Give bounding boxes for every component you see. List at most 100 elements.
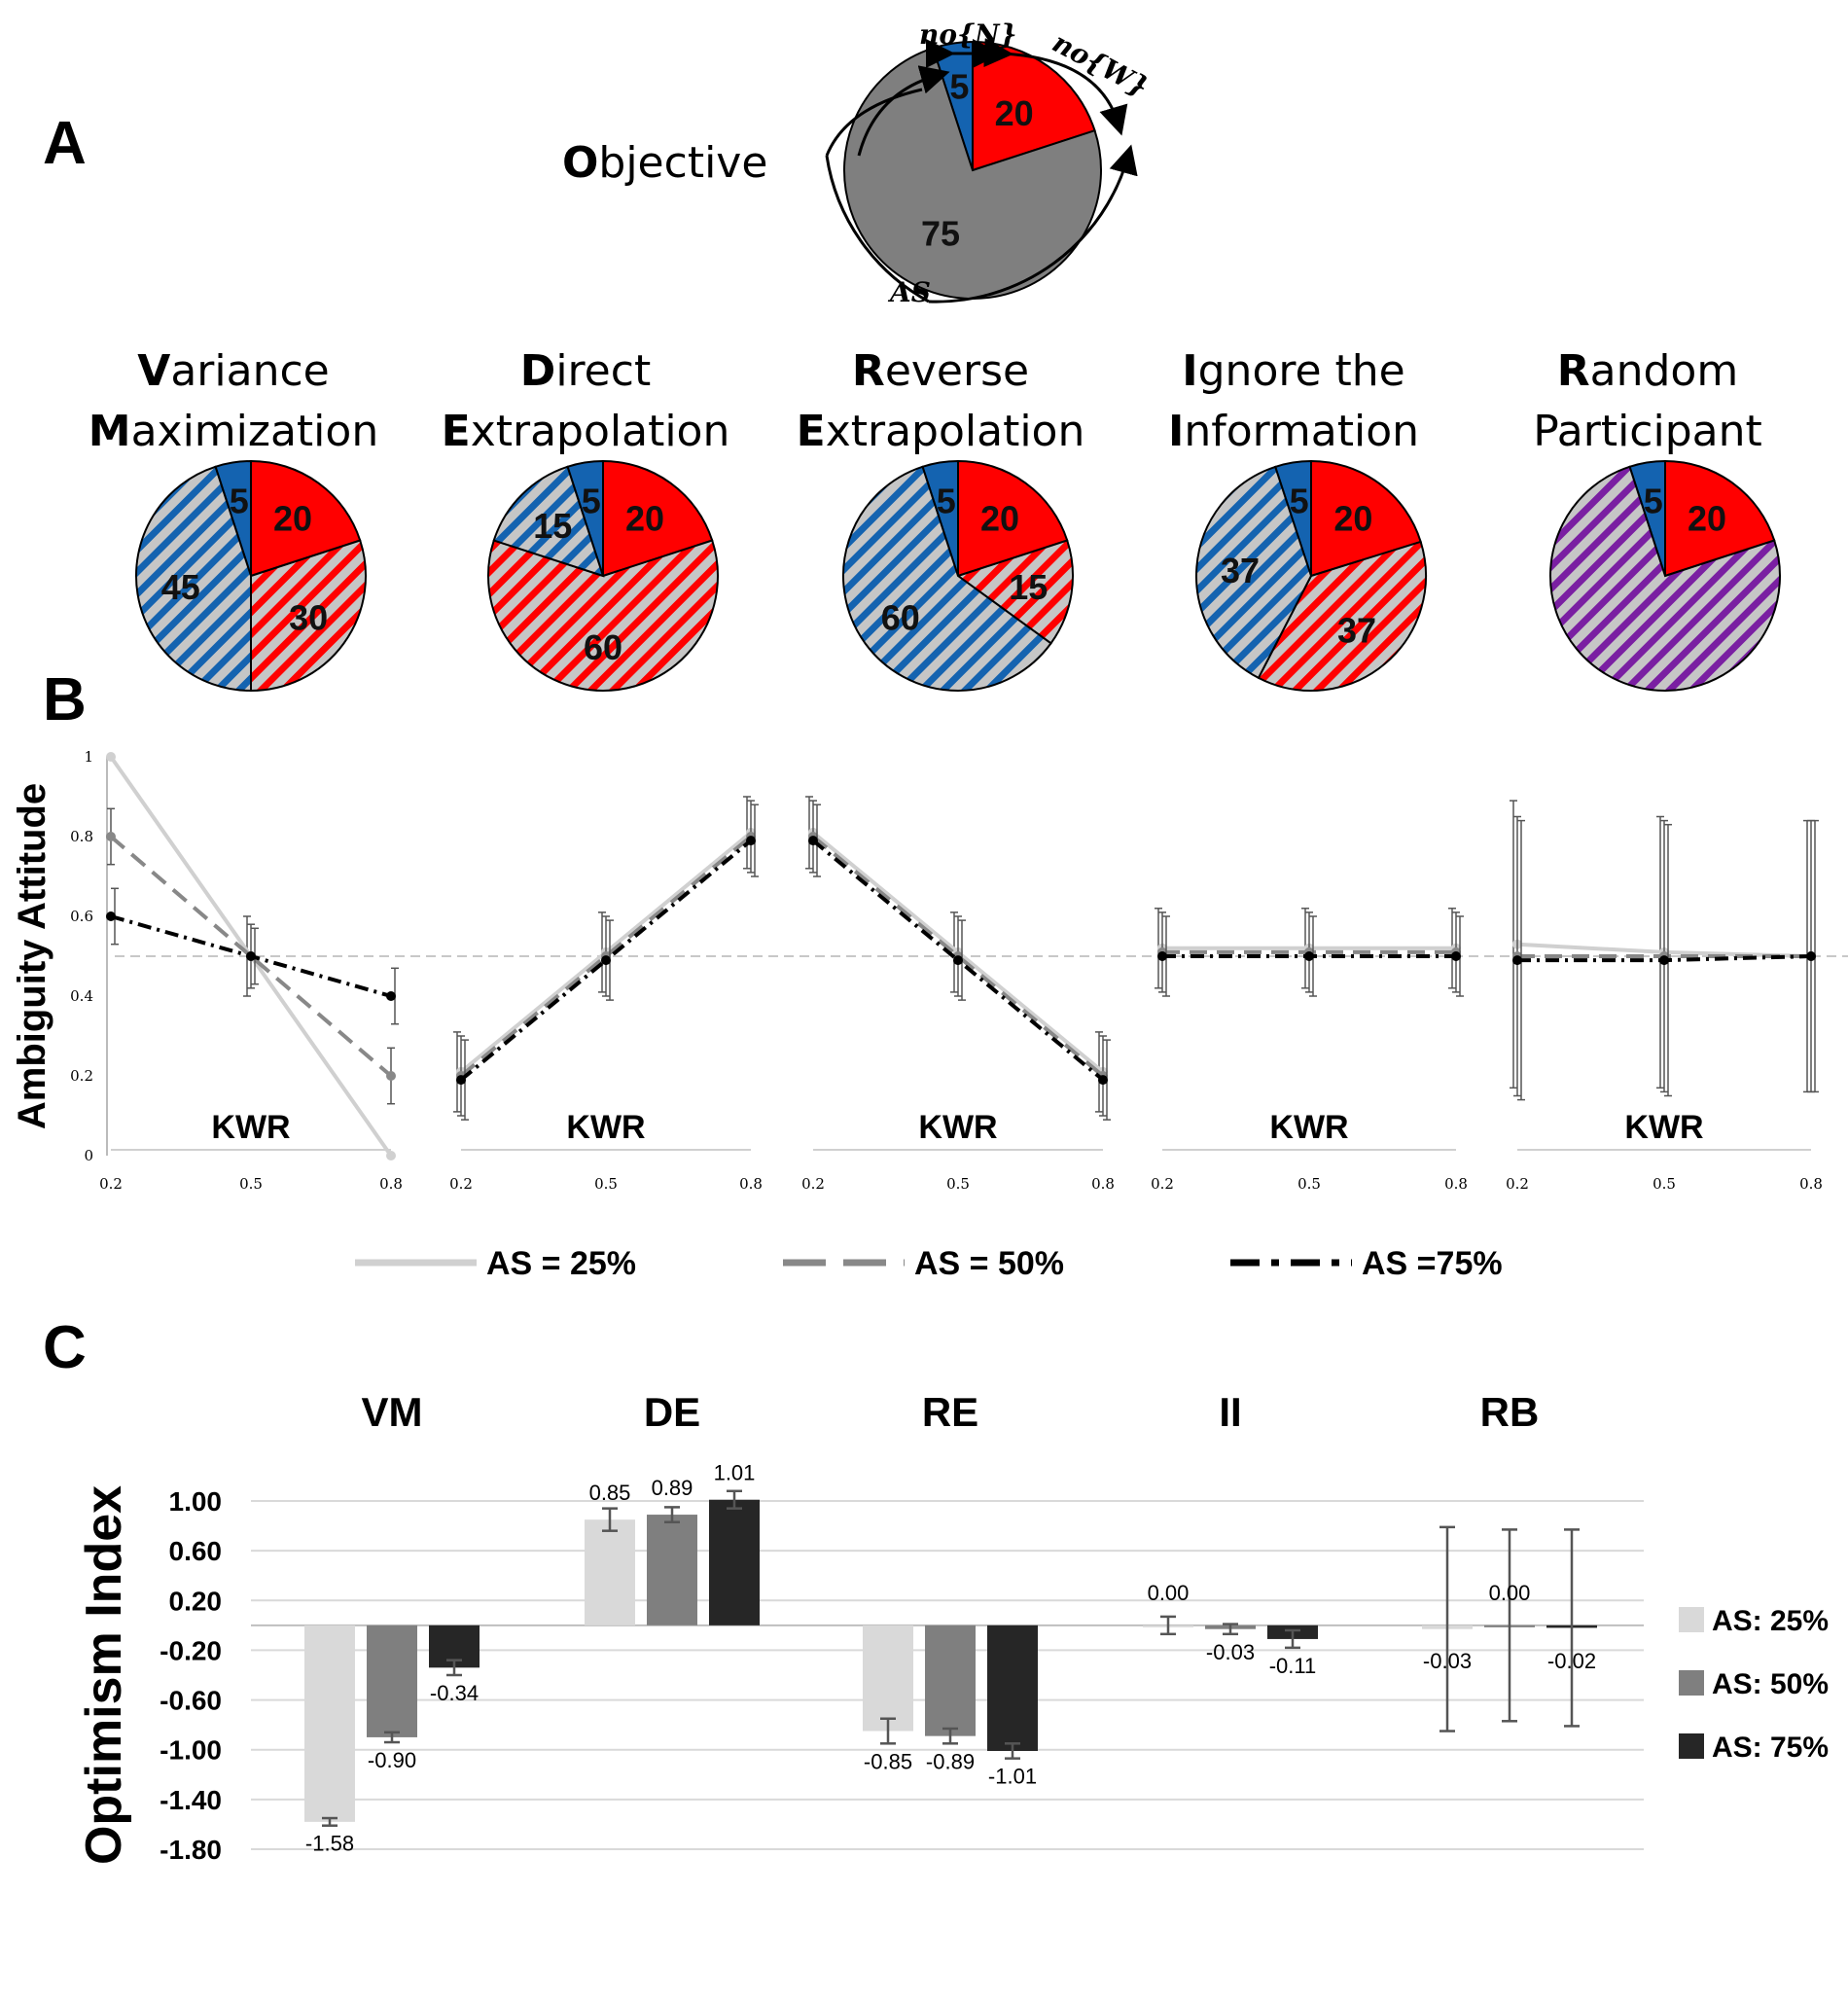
strategy-1-line1-initial: D	[520, 346, 556, 396]
panel-b-RE-s2-point-1	[953, 955, 963, 966]
panel-b-subplot-II: 0.2 0.5 0.8 KWR	[1151, 908, 1468, 1193]
strategy-4-title-line1: Random	[1557, 346, 1738, 396]
strategy-0-line1-initial: V	[137, 346, 170, 396]
panel-c-bar-VM-0	[304, 1625, 355, 1822]
strategy-1: Direct Extrapolation 5 20 60 15	[442, 346, 730, 692]
panel-b-subplot-RE: 0.2 0.5 0.8 KWR	[801, 796, 1115, 1193]
strategy-3-line1-rest: gnore the	[1198, 346, 1405, 396]
panel-c-datalabel-II-0: 0.00	[1148, 1581, 1190, 1605]
panel-c-datalabel-RE-1: -0.89	[926, 1749, 975, 1773]
panel-c-datalabel-VM-0: -1.58	[305, 1832, 354, 1856]
strategy-2-title-line1: Reverse	[852, 346, 1029, 396]
strategy-0-pie-slice-2	[250, 539, 367, 693]
strategy-4-line1-initial: R	[1557, 346, 1590, 396]
panel-b-RB-s2-point-1	[1659, 955, 1669, 966]
panel-b-RB-xtick-2: 0.8	[1799, 1175, 1823, 1193]
panel-b-DE-xtick-2: 0.8	[739, 1175, 763, 1193]
panel-b-RE-s2-point-2	[1098, 1075, 1108, 1086]
panel-b-VM-xlabel: KWR	[211, 1109, 290, 1146]
panel-b-DE-xtick-0: 0.2	[449, 1175, 473, 1193]
panel-c-ytick-2: 0.20	[169, 1586, 223, 1616]
panel-b-VM-series-1	[109, 835, 393, 1078]
strategy-2-line2-rest: xtrapolation	[826, 407, 1085, 456]
panel-b-II-s2-point-0	[1157, 951, 1167, 961]
as-arc-lower-left	[825, 155, 930, 304]
strategy-3-title-line2: Information	[1168, 407, 1419, 456]
panel-b-VM-s2-point-0	[106, 911, 116, 921]
panel-b-RB-s2-point-2	[1806, 951, 1816, 961]
panel-b-RE-series-1	[811, 835, 1105, 1078]
panel-c-ytick-3: -0.20	[160, 1635, 222, 1665]
n-w-arrow	[983, 38, 1128, 136]
strategy-2-pie-label-3: 60	[881, 598, 920, 638]
strategy-0-pie-slice-1	[250, 459, 362, 578]
panel-b-RB-s2-point-0	[1512, 955, 1522, 966]
strategy-0-pie-label-3: 45	[161, 567, 200, 607]
strategy-2-pie-label-1: 20	[980, 498, 1019, 538]
strategy-1-pie-slice-3	[492, 465, 605, 578]
strategy-3-pie-label-1: 20	[1333, 499, 1372, 539]
strategy-2-pie-label-2: 15	[1009, 567, 1048, 607]
panel-c-legend-label-0: AS: 25%	[1712, 1605, 1829, 1637]
panel-c-bar-DE-2	[709, 1499, 760, 1625]
panel-c-datalabel-RB-0: -0.03	[1423, 1649, 1472, 1673]
panel-b-RE-xtick-1: 0.5	[946, 1175, 970, 1193]
panel-c-datalabel-DE-2: 1.01	[714, 1461, 756, 1485]
panel-b-DE-series-2	[459, 839, 753, 1082]
panel-b-VM-s1-point-2	[386, 1071, 396, 1081]
as-label: AS	[887, 276, 931, 308]
strategy-3-pie-slice-2	[1257, 540, 1428, 692]
panel-c-legend-label-1: AS: 50%	[1712, 1668, 1829, 1700]
objective-pie-label-2: 75	[921, 213, 960, 253]
strategy-0-line1-rest: ariance	[170, 346, 329, 396]
panel-c-datalabel-RB-2: -0.02	[1547, 1649, 1596, 1673]
panel-letter-c: C	[43, 1314, 87, 1381]
panel-b-ylabel: Ambiguity Attitude	[11, 783, 53, 1129]
panel-c-ylabel: Optimism Index	[76, 1485, 132, 1865]
panel-c-legend-label-2: AS: 75%	[1712, 1732, 1829, 1764]
panel-c-ytick-5: -1.00	[160, 1735, 222, 1766]
strategy-2-pie: 5 20 15 60	[842, 459, 1074, 692]
strategy-2-line1-initial: R	[852, 346, 885, 396]
panel-b-DE-s2-point-1	[601, 955, 611, 966]
strategy-1-pie-label-1: 20	[625, 498, 664, 538]
as-arc-right	[928, 144, 1138, 304]
objective-pie-label-0: 5	[949, 67, 969, 107]
panel-c-datalabel-DE-1: 0.89	[652, 1476, 693, 1500]
strategy-3-pie-slice-3	[1195, 465, 1313, 680]
strategy-2-pie-label-0: 5	[937, 482, 956, 521]
strategy-1-pie-label-3: 15	[533, 506, 572, 546]
strategy-4: Random Participant 5 20	[1533, 346, 1781, 692]
panel-c-legend-swatch-1	[1679, 1670, 1704, 1696]
strategy-3-pie-label-2: 37	[1337, 611, 1376, 651]
strategy-1-pie-slice-1	[602, 459, 714, 578]
strategy-2-line1-rest: everse	[885, 346, 1029, 396]
strategy-4-pie-slice-2	[1549, 465, 1781, 692]
panel-b-DE-s2-point-0	[456, 1075, 466, 1086]
strategy-1-title-line2: Extrapolation	[442, 407, 730, 456]
panel-b-II-xtick-1: 0.5	[1297, 1175, 1321, 1193]
panel-b-legend-label-2: AS =75%	[1362, 1245, 1503, 1282]
strategy-3-pie-label-0: 5	[1290, 482, 1309, 521]
as-arc-left	[825, 88, 923, 157]
panel-c-datalabel-RB-1: 0.00	[1489, 1581, 1531, 1605]
strategy-1-line2-rest: xtrapolation	[471, 407, 730, 456]
objective-title-initial: O	[562, 138, 598, 188]
strategy-4-line1-rest: andom	[1590, 346, 1739, 396]
panel-c-category-II: II	[1219, 1389, 1241, 1435]
strategy-2-pie-slice-3	[842, 465, 1052, 692]
panel-c-datalabel-VM-2: -0.34	[430, 1681, 479, 1705]
strategy-3-pie: 5 20 37 37	[1195, 459, 1428, 692]
panel-b-VM-xtick-2: 0.8	[379, 1175, 403, 1193]
panel-c-category-RB: RB	[1480, 1389, 1540, 1435]
panel-b-subplot-DE: 0.2 0.5 0.8 KWR	[449, 796, 763, 1193]
panel-b-II-xtick-2: 0.8	[1444, 1175, 1468, 1193]
panel-c-bar-DE-0	[585, 1519, 635, 1625]
strategy-4-title-line2: Participant	[1533, 407, 1762, 456]
strategy-1-line1-rest: irect	[555, 346, 651, 396]
strategy-3-pie-slice-1	[1310, 459, 1422, 578]
strategy-2-line2-initial: E	[797, 407, 826, 456]
strategy-0-pie-label-2: 30	[289, 598, 328, 638]
panel-c-ytick-6: -1.40	[160, 1785, 222, 1815]
